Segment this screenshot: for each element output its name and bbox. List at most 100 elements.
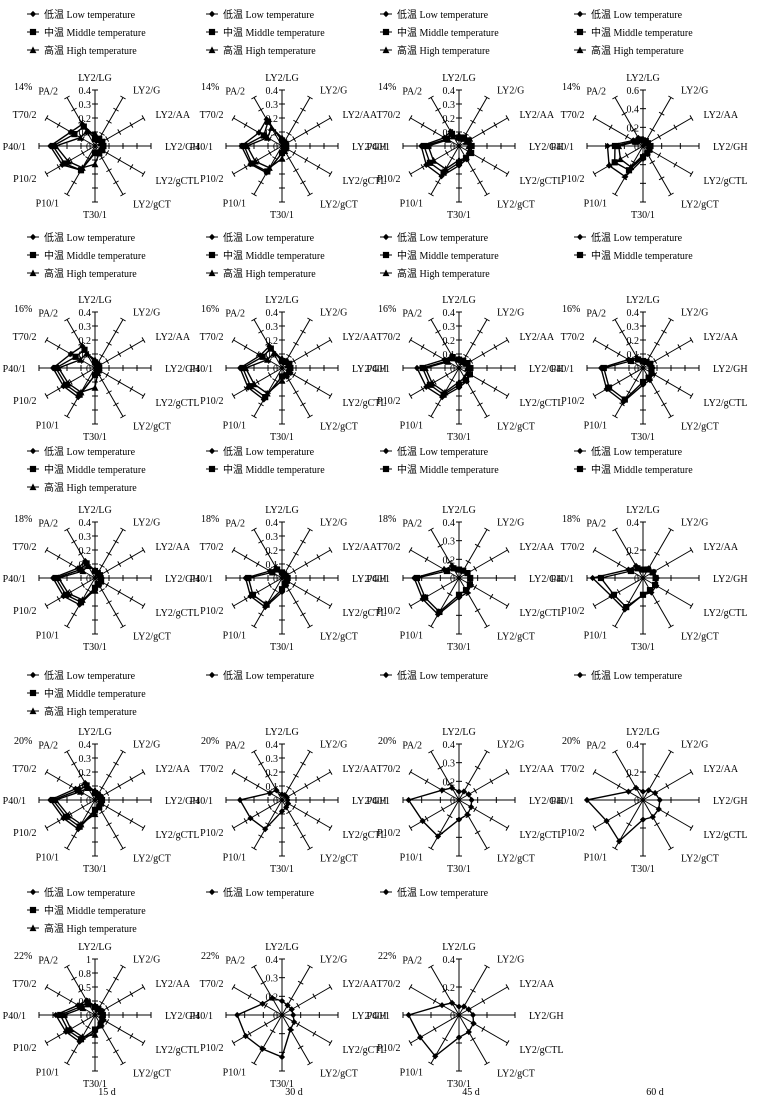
axis-label: P40/1 [551,364,574,375]
chart-legend: 低温 Low temperature 中温 Middle temperature 高… [206,8,325,57]
spoke-tick [258,539,264,544]
data-point-diamond [448,999,456,1006]
spoke-tick [689,769,694,775]
data-point-square [648,364,655,372]
data-point-square [611,159,618,166]
data-point-diamond [632,784,640,791]
spoke-tick [484,192,490,197]
spoke-tick [117,157,122,163]
legend-square-marker [29,689,37,697]
axis-label: P10/2 [377,606,400,617]
axis-label: LY2/gCT [133,199,171,210]
data-point-diamond [468,803,475,811]
data-point-triangle [91,587,99,594]
spoke-tick [307,192,313,197]
axis-label: LY2/G [497,740,524,751]
spoke-tick [633,353,639,358]
spoke-tick [328,171,333,177]
data-point-triangle [450,132,457,140]
radial-tick-label: 0.4 [79,86,92,97]
radial-tick-label: 0 [86,574,91,585]
spoke-tick [463,353,469,358]
legend-entry: 中温 Middle temperature [397,26,499,39]
axis-label: T30/1 [270,1079,294,1090]
axis-label: PA/2 [586,519,606,530]
data-point-triangle [462,154,470,162]
data-point-triangle [250,380,258,388]
spoke-tick [592,603,597,609]
spoke-tick [628,372,633,378]
spoke-tick [105,372,110,378]
data-point-triangle [441,388,449,396]
spoke-tick [316,776,321,782]
axis-label: LY2/gCTL [703,176,747,187]
spoke-tick [619,329,625,334]
axis-label: P10/2 [200,606,223,617]
legend-entry: 中温 Middle temperature [44,904,146,917]
radar-spoke [281,966,311,1016]
radial-tick-label: 0 [86,142,91,153]
axis-label: P10/1 [584,852,607,863]
axis-label: T70/2 [561,542,585,553]
data-point-triangle [268,124,275,131]
data-point-diamond [423,383,430,390]
spoke-tick [428,749,434,754]
axis-label: LY2/AA [703,110,738,121]
data-point-diamond [255,129,263,136]
moisture-label: 16% [201,304,219,315]
data-point-triangle [91,786,99,794]
data-point-diamond [616,838,623,845]
spoke-tick [288,996,295,1001]
axis-label: T70/2 [377,764,401,775]
moisture-label: 16% [562,304,580,315]
data-point-triangle [96,1020,104,1027]
spoke-tick [44,984,49,990]
spoke-tick [484,317,490,322]
spoke-tick [44,825,49,831]
radial-tick-label: 0.3 [79,754,92,765]
axis-label: LY2/gCT [681,853,719,864]
spoke-tick [505,115,510,121]
chart-legend: 低温 Low temperature [206,886,315,899]
axis-label: T70/2 [561,332,585,343]
spoke-tick [80,150,85,156]
spoke-tick [428,414,434,419]
legend-triangle-marker [29,707,37,715]
axis-label: LY2/LG [626,505,659,516]
spoke-tick [612,846,618,851]
spoke-tick [661,329,667,334]
axis-label: LY2/gCT [681,421,719,432]
spoke-tick [474,608,481,613]
spoke-tick [113,761,119,766]
spoke-tick [243,122,248,128]
axis-label: P10/2 [377,396,400,407]
data-point-triangle [455,378,463,386]
spoke-tick [141,1040,146,1046]
radial-tick-label: 0.4 [266,955,279,966]
data-point-triangle [278,155,286,162]
spoke-tick [258,612,264,617]
radial-tick-label: 0.3 [443,537,456,548]
axis-label: P10/2 [13,1043,36,1054]
legend-entry: 低温 Low temperature [397,231,489,244]
axis-label: LY2/GH [713,796,748,807]
spoke-tick [474,765,481,770]
data-point-triangle [627,163,635,171]
spoke-tick [505,547,510,553]
radial-tick-label: 0 [86,796,91,807]
spoke-tick [106,822,112,827]
data-point-triangle [465,142,473,150]
data-point-square [263,601,270,608]
axis-label: P10/2 [200,828,223,839]
axis-label: LY2/LG [442,727,475,738]
spoke-tick [80,372,85,378]
data-point-diamond [652,789,659,797]
axis-label: P40/1 [367,142,390,153]
axis-label: LY2/G [320,955,347,966]
data-point-triangle [79,164,86,171]
spoke-tick [113,976,119,981]
radial-tick-label: 0.2 [266,336,279,347]
legend-triangle-marker [29,46,37,54]
spoke-tick [258,180,264,185]
axis-label: LY2/gCT [320,421,358,432]
